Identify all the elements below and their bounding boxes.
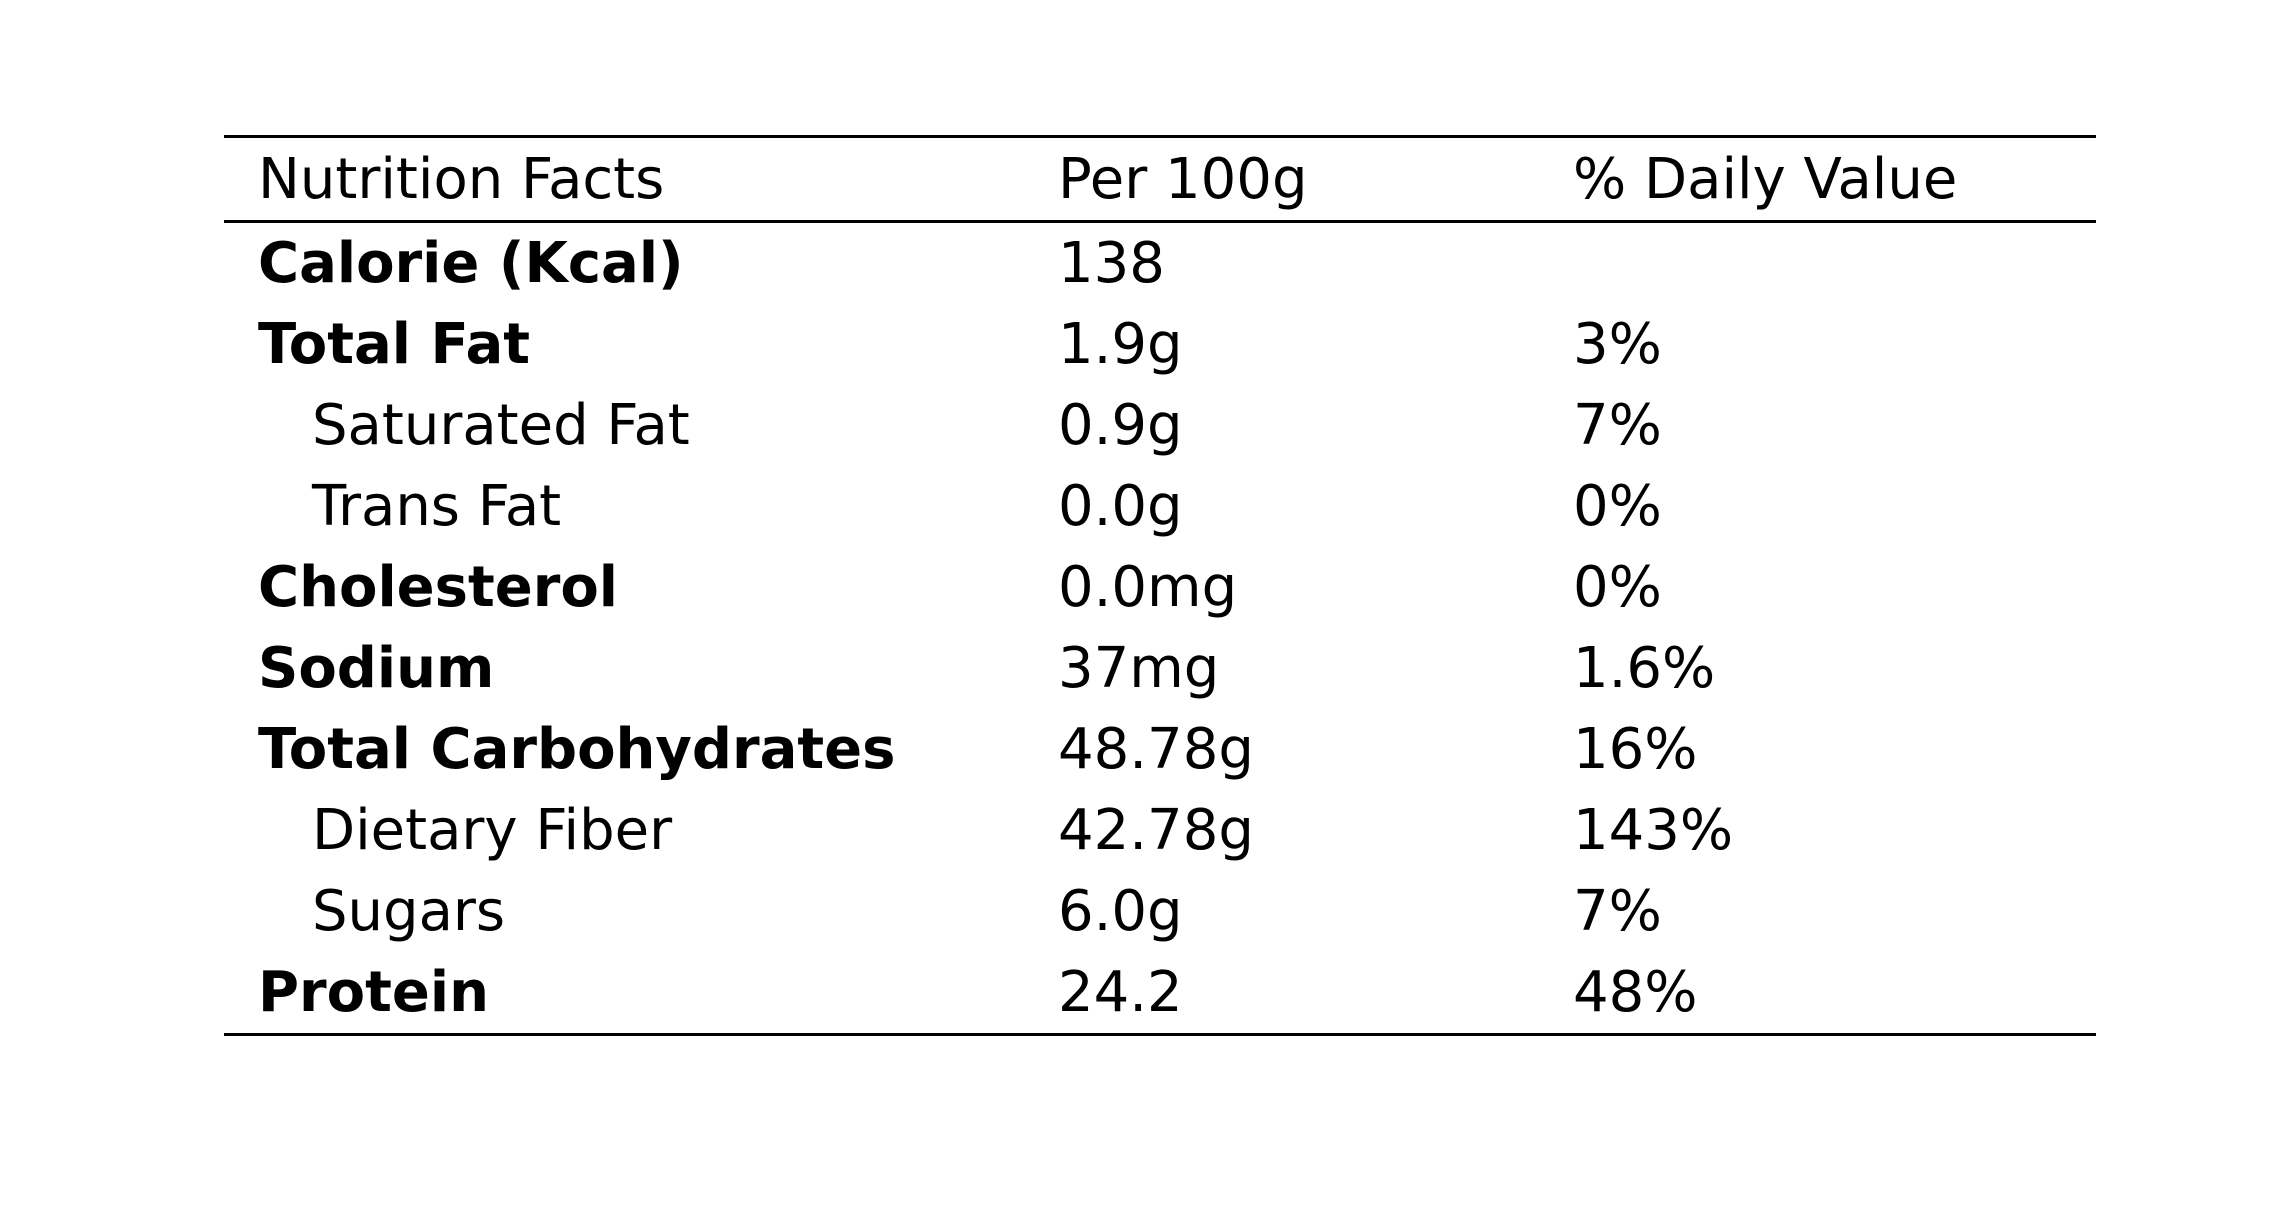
table-row: Dietary Fiber 42.78g 143% (224, 790, 2096, 871)
nutrient-amount: 0.0g (1058, 474, 1183, 539)
nutrient-amount: 6.0g (1058, 879, 1183, 944)
table-row: Protein 24.2 48% (224, 952, 2096, 1036)
table-body: Calorie (Kcal) 138 Total Fat 1.9g 3% Saturate… (224, 222, 2096, 1036)
header-per-100g: Per 100g (1024, 135, 1539, 223)
nutrient-daily-value: 7% (1573, 393, 1662, 458)
nutrient-amount: 48.78g (1058, 717, 1254, 782)
nutrient-daily-value (1539, 222, 2096, 305)
table-row: Sodium 37mg 1.6% (224, 628, 2096, 709)
table-row: Calorie (Kcal) 138 (224, 222, 2096, 305)
nutrient-daily-value: 48% (1539, 952, 2096, 1036)
nutrient-amount: 138 (1058, 231, 1165, 296)
nutrient-daily-value: 0% (1573, 474, 1662, 539)
nutrient-name: Dietary Fiber (312, 798, 673, 863)
nutrient-amount: 24.2 (1024, 952, 1539, 1036)
nutrient-daily-value: 7% (1573, 879, 1662, 944)
nutrient-name: Total Fat (258, 312, 531, 377)
nutrient-name: Sodium (258, 636, 495, 701)
nutrient-name: Total Carbohydrates (258, 717, 896, 782)
nutrient-daily-value: 0% (1573, 555, 1662, 620)
nutrient-daily-value: 1.6% (1573, 636, 1716, 701)
nutrient-daily-value: 16% (1573, 717, 1698, 782)
nutrient-amount: 37mg (1058, 636, 1220, 701)
nutrient-amount: 0.9g (1058, 393, 1183, 458)
nutrient-name: Cholesterol (258, 555, 618, 620)
nutrient-name: Trans Fat (312, 474, 562, 539)
nutrient-name: Saturated Fat (312, 393, 690, 458)
nutrient-amount: 1.9g (1058, 312, 1183, 377)
nutrient-daily-value: 143% (1573, 798, 1734, 863)
header-row: Nutrition Facts Per 100g % Daily Value (224, 135, 2096, 223)
nutrient-amount: 0.0mg (1058, 555, 1238, 620)
nutrition-facts-table: Nutrition Facts Per 100g % Daily Value C… (224, 135, 2096, 1036)
header-daily-value: % Daily Value (1539, 135, 2096, 223)
nutrient-name: Calorie (Kcal) (258, 231, 684, 296)
table-row: Trans Fat 0.0g 0% (224, 466, 2096, 547)
nutrient-daily-value: 3% (1573, 312, 1662, 377)
nutrient-name: Protein (224, 952, 1024, 1036)
header-nutrient: Nutrition Facts (224, 135, 1024, 223)
nutrient-name: Sugars (312, 879, 506, 944)
table-header: Nutrition Facts Per 100g % Daily Value (224, 135, 2096, 223)
table-row: Total Fat 1.9g 3% (224, 304, 2096, 385)
table-row: Cholesterol 0.0mg 0% (224, 547, 2096, 628)
table-row: Saturated Fat 0.9g 7% (224, 385, 2096, 466)
nutrient-amount: 42.78g (1058, 798, 1254, 863)
table-row: Total Carbohydrates 48.78g 16% (224, 709, 2096, 790)
table-row: Sugars 6.0g 7% (224, 871, 2096, 952)
